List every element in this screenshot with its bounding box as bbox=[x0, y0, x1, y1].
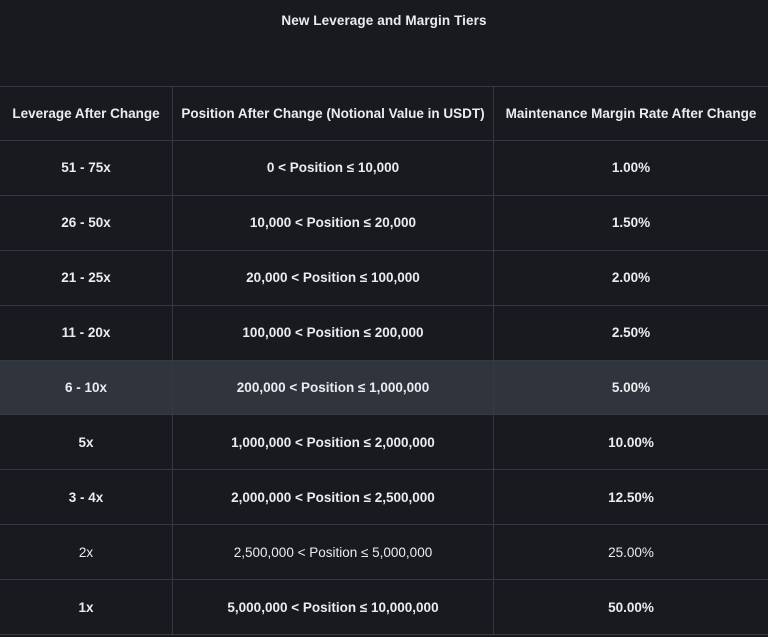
table-row: 2x 2,500,000 < Position ≤ 5,000,000 25.0… bbox=[0, 524, 768, 580]
table-row-highlighted: 6 - 10x 200,000 < Position ≤ 1,000,000 5… bbox=[0, 359, 768, 415]
position-cell: 5,000,000 < Position ≤ 10,000,000 bbox=[172, 580, 493, 634]
table-row: 26 - 50x 10,000 < Position ≤ 20,000 1.50… bbox=[0, 194, 768, 250]
table-header-row: Leverage After Change Position After Cha… bbox=[0, 87, 768, 140]
margin-rate-cell: 25.00% bbox=[493, 525, 768, 580]
margin-rate-cell: 10.00% bbox=[493, 415, 768, 470]
margin-rate-cell: 2.50% bbox=[493, 305, 768, 360]
margin-rate-cell: 2.00% bbox=[493, 250, 768, 305]
position-cell: 0 < Position ≤ 10,000 bbox=[172, 141, 493, 195]
table-row: 51 - 75x 0 < Position ≤ 10,000 1.00% bbox=[0, 140, 768, 195]
margin-rate-cell: 12.50% bbox=[493, 470, 768, 525]
margin-rate-cell: 50.00% bbox=[493, 580, 768, 634]
margin-rate-cell: 5.00% bbox=[493, 360, 768, 415]
table-row: 3 - 4x 2,000,000 < Position ≤ 2,500,000 … bbox=[0, 469, 768, 525]
leverage-cell: 6 - 10x bbox=[64, 379, 108, 395]
margin-rate-cell: 1.00% bbox=[493, 141, 768, 195]
table-row: 21 - 25x 20,000 < Position ≤ 100,000 2.0… bbox=[0, 249, 768, 305]
position-cell: 100,000 < Position ≤ 200,000 bbox=[172, 305, 493, 360]
position-cell: 2,500,000 < Position ≤ 5,000,000 bbox=[172, 525, 493, 580]
leverage-cell: 51 - 75x bbox=[61, 160, 111, 176]
table-row: 11 - 20x 100,000 < Position ≤ 200,000 2.… bbox=[0, 304, 768, 360]
column-header-margin-rate: Maintenance Margin Rate After Change bbox=[493, 87, 768, 140]
leverage-cell: 5x bbox=[78, 434, 94, 450]
position-cell: 10,000 < Position ≤ 20,000 bbox=[172, 195, 493, 250]
column-header-position: Position After Change (Notional Value in… bbox=[172, 87, 493, 140]
position-cell: 20,000 < Position ≤ 100,000 bbox=[172, 250, 493, 305]
position-cell: 1,000,000 < Position ≤ 2,000,000 bbox=[172, 415, 493, 470]
leverage-cell: 2x bbox=[78, 544, 94, 560]
page-title: New Leverage and Margin Tiers bbox=[281, 13, 487, 28]
position-cell: 2,000,000 < Position ≤ 2,500,000 bbox=[172, 470, 493, 525]
margin-rate-cell: 1.50% bbox=[493, 195, 768, 250]
leverage-cell: 26 - 50x bbox=[61, 215, 111, 231]
leverage-margin-table: Leverage After Change Position After Cha… bbox=[0, 86, 768, 635]
table-row: 5x 1,000,000 < Position ≤ 2,000,000 10.0… bbox=[0, 414, 768, 470]
leverage-cell: 1x bbox=[78, 599, 94, 615]
column-header-leverage: Leverage After Change bbox=[12, 106, 160, 121]
leverage-cell: 3 - 4x bbox=[68, 489, 104, 505]
position-cell: 200,000 < Position ≤ 1,000,000 bbox=[172, 360, 493, 415]
leverage-cell: 21 - 25x bbox=[61, 270, 111, 286]
table-row: 1x 5,000,000 < Position ≤ 10,000,000 50.… bbox=[0, 579, 768, 634]
leverage-cell: 11 - 20x bbox=[61, 325, 111, 341]
